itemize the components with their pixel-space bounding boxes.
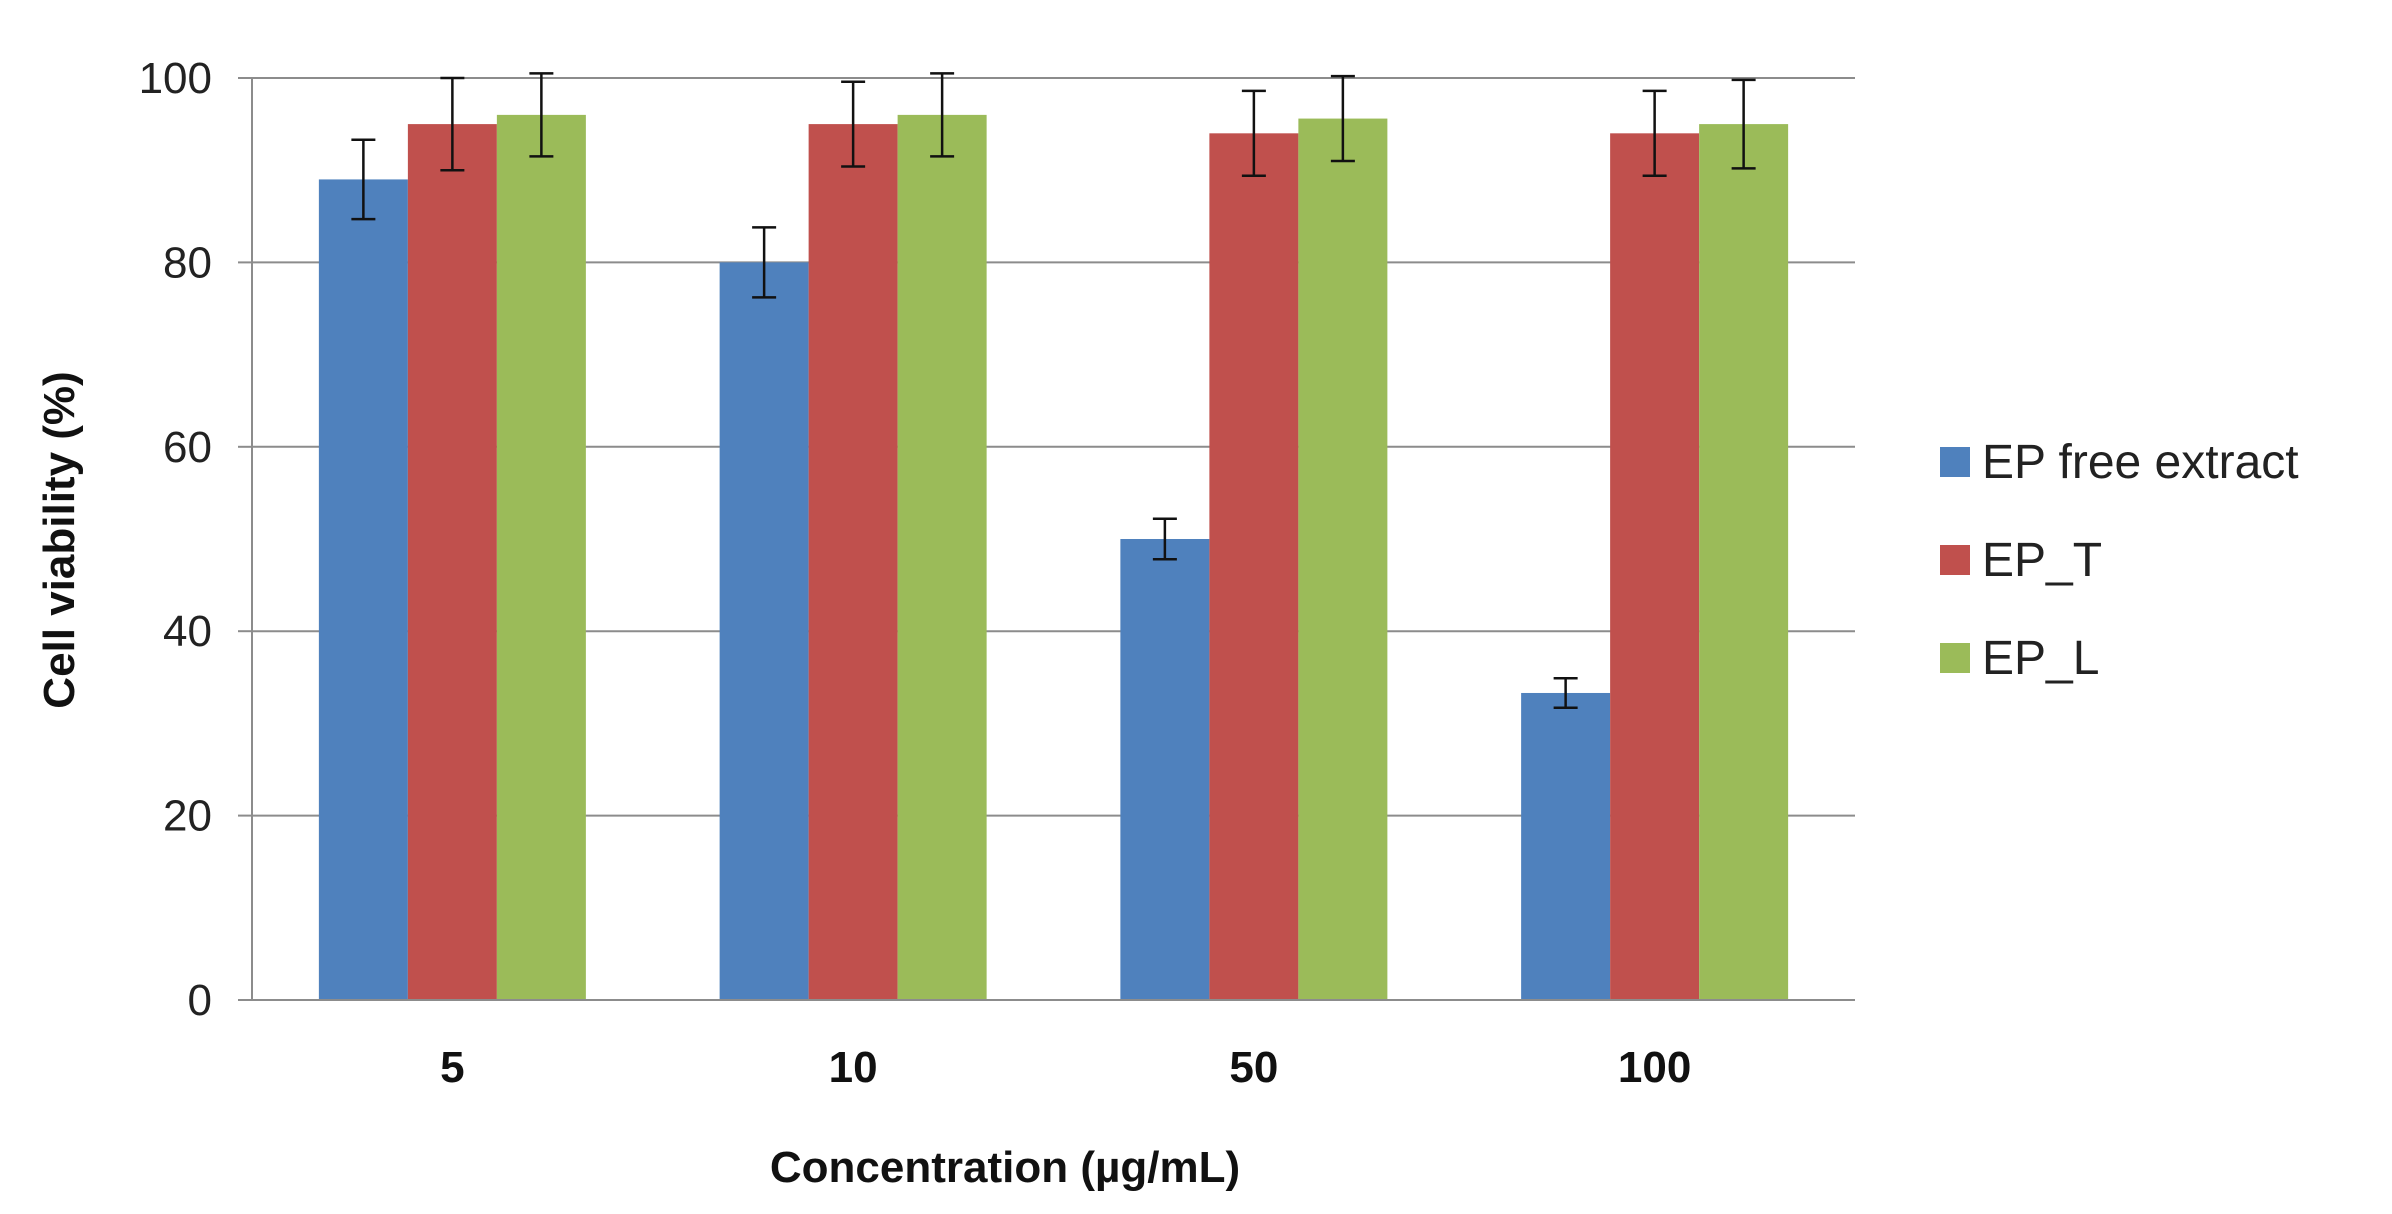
error-bar-ep-l-10	[930, 72, 955, 158]
error-bar-ep-l-100	[1731, 78, 1756, 170]
error-bar-ep-l-50	[1330, 74, 1355, 163]
axes	[238, 77, 1855, 1001]
legend-item-ep-l: EP_L	[1940, 632, 2099, 685]
bar-ep-free-extract-5	[318, 179, 408, 1001]
error-bar-ep-free-extract-50	[1152, 517, 1177, 561]
error-bar-ep-free-extract-10	[752, 226, 777, 299]
legend-label: EP free extract	[1982, 436, 2299, 489]
error-bar-ep-l-5	[529, 72, 554, 158]
y-tick-label: 40	[163, 607, 212, 656]
error-bar-ep-t-100	[1642, 89, 1667, 177]
error-bar-ep-t-10	[841, 80, 866, 168]
y-axis-title: Cell viability (%)	[35, 371, 84, 708]
error-bar-ep-t-50	[1241, 89, 1266, 177]
bar-ep-t-100	[1610, 133, 1700, 1000]
y-tick-label: 80	[163, 238, 212, 287]
legend-label: EP_T	[1982, 534, 2102, 587]
x-category-label: 5	[440, 1043, 464, 1092]
legend-label: EP_L	[1982, 632, 2099, 685]
x-category-label: 50	[1229, 1043, 1278, 1092]
x-category-label: 100	[1618, 1043, 1691, 1092]
y-tick-labels: 0 20 40 60 80 100	[139, 54, 212, 1025]
bar-ep-t-5	[407, 124, 497, 1001]
bar-ep-t-50	[1209, 133, 1299, 1000]
legend-item-ep-t: EP_T	[1940, 534, 2102, 587]
legend-item-ep-free-extract: EP free extract	[1940, 436, 2299, 489]
y-tick-label: 100	[139, 54, 212, 103]
error-bar-ep-free-extract-5	[351, 138, 376, 221]
bar-ep-l-10	[897, 114, 987, 1000]
bar-ep-free-extract-10	[719, 262, 809, 1000]
bar-ep-l-5	[496, 114, 586, 1000]
bar-ep-free-extract-100	[1521, 692, 1611, 1000]
bar-ep-l-100	[1699, 124, 1789, 1001]
legend-swatch	[1940, 545, 1970, 575]
bars	[318, 114, 1789, 1001]
y-tick-label: 60	[163, 423, 212, 472]
legend: EP free extract EP_T EP_L	[1940, 436, 2299, 685]
bar-ep-l-50	[1298, 118, 1388, 1001]
legend-swatch	[1940, 643, 1970, 673]
x-category-labels: 5 10 50 100	[440, 1043, 1691, 1092]
x-category-label: 10	[829, 1043, 878, 1092]
x-axis-title: Concentration (µg/mL)	[770, 1143, 1240, 1192]
error-bar-ep-t-5	[440, 76, 465, 172]
legend-swatch	[1940, 447, 1970, 477]
error-bar-ep-free-extract-100	[1553, 676, 1578, 709]
error-bars	[351, 72, 1756, 709]
y-tick-label: 0	[188, 976, 212, 1025]
bar-ep-free-extract-50	[1120, 539, 1210, 1000]
bar-ep-t-10	[808, 124, 898, 1001]
y-tick-label: 20	[163, 792, 212, 841]
